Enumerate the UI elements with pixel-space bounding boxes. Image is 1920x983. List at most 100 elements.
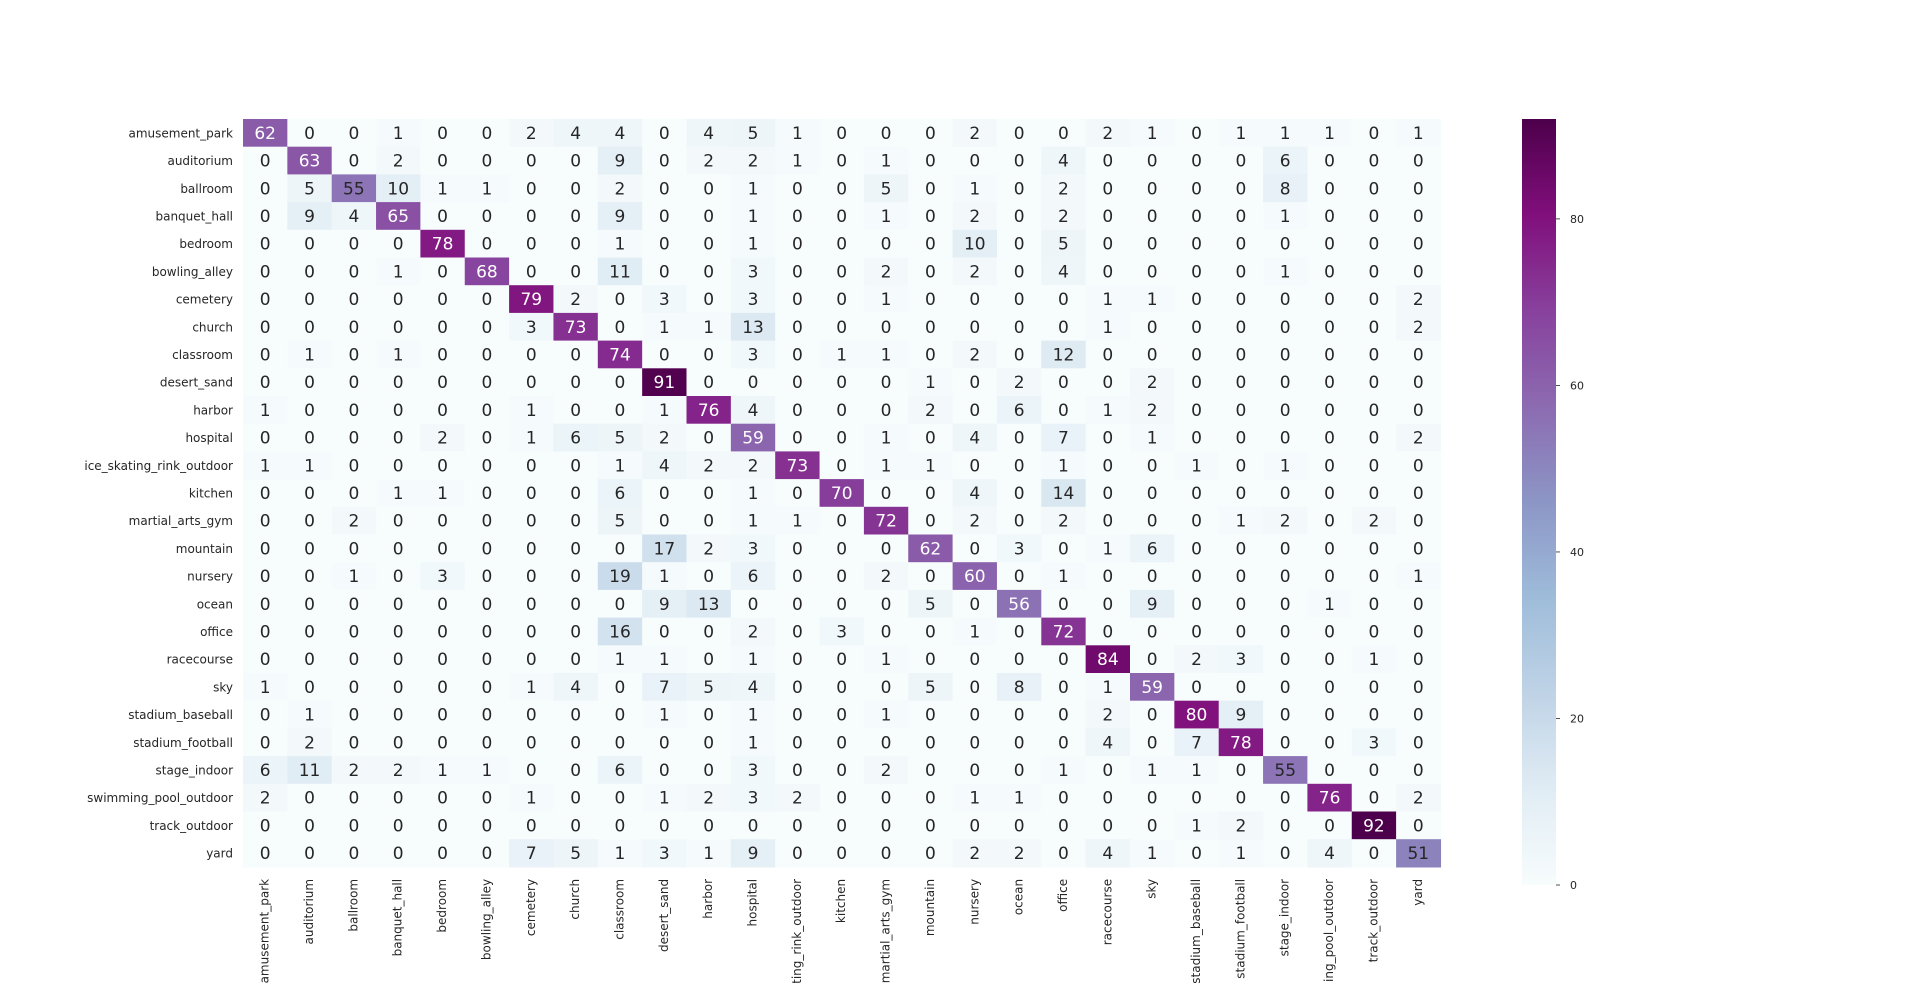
column-tick-label: track_outdoor	[1366, 879, 1380, 962]
heatmap-cell	[1263, 839, 1308, 868]
heatmap-cell	[1351, 451, 1397, 480]
heatmap-cell	[1130, 617, 1175, 646]
cell-value-label: 2	[1147, 401, 1158, 421]
heatmap-cell	[952, 700, 998, 729]
cell-value-label: 5	[615, 512, 626, 532]
cell-value-label: 10	[964, 235, 986, 255]
heatmap-cell	[863, 589, 909, 619]
heatmap-cell	[420, 756, 466, 785]
heatmap-cell	[1130, 396, 1175, 425]
cell-value-label: 0	[1102, 512, 1113, 532]
cell-value-label: 0	[925, 622, 936, 642]
colorbar-tick-label: 0	[1570, 879, 1577, 892]
cell-value-label: 0	[1014, 567, 1025, 587]
cell-value-label: 1	[437, 179, 448, 199]
heatmap-cell	[420, 423, 466, 452]
heatmap-cell	[1218, 119, 1264, 148]
row-tick-label: track_outdoor	[150, 819, 233, 833]
cell-value-label: 1	[881, 345, 892, 365]
row-tick-label: swimming_pool_outdoor	[87, 791, 233, 805]
column-tick-label: classroom	[612, 879, 626, 940]
cell-value-label: 1	[792, 512, 803, 532]
cell-value-label: 1	[1369, 650, 1380, 670]
heatmap-cell	[1263, 673, 1308, 702]
heatmap-cell	[686, 728, 732, 757]
heatmap-cell	[553, 811, 599, 840]
cell-value-label: 0	[703, 733, 714, 753]
cell-value-label: 9	[659, 595, 670, 615]
cell-value-label: 0	[260, 262, 271, 282]
heatmap-cell	[775, 562, 821, 591]
heatmap-cell	[1263, 312, 1308, 342]
heatmap-cell	[331, 368, 377, 397]
heatmap-cell	[1130, 119, 1175, 148]
cell-value-label: 3	[748, 290, 759, 310]
heatmap-cell	[952, 645, 998, 674]
cell-value-label: 0	[615, 789, 626, 809]
cell-value-label: 0	[703, 373, 714, 393]
heatmap-cell	[553, 562, 599, 591]
cell-value-label: 5	[881, 179, 892, 199]
cell-value-label: 0	[703, 484, 714, 504]
column-tick-label: bedroom	[435, 879, 449, 933]
heatmap-cell	[863, 617, 909, 646]
heatmap-cell	[686, 174, 732, 203]
cell-value-label: 0	[526, 539, 537, 559]
cell-value-label: 0	[393, 789, 404, 809]
heatmap-cell	[686, 839, 732, 868]
cell-value-label: 0	[437, 816, 448, 836]
heatmap-cell	[1351, 340, 1397, 369]
cell-value-label: 0	[1147, 622, 1158, 642]
cell-value-label: 0	[437, 456, 448, 476]
cell-value-label: 0	[1324, 539, 1335, 559]
cell-value-label: 1	[393, 262, 404, 282]
cell-value-label: 5	[748, 124, 759, 144]
cell-value-label: 0	[482, 401, 493, 421]
heatmap-cell	[597, 562, 643, 591]
heatmap-cell	[730, 673, 776, 702]
heatmap-cell	[908, 174, 954, 203]
heatmap-cell	[1041, 506, 1087, 536]
heatmap-cell	[686, 617, 732, 646]
cell-value-label: 0	[1235, 539, 1246, 559]
cell-value-label: 2	[703, 152, 714, 172]
cell-value-label: 2	[659, 429, 670, 449]
heatmap-cell	[553, 451, 599, 480]
cell-value-label: 0	[526, 816, 537, 836]
column-tick-label: martial_arts_gym	[879, 879, 893, 983]
heatmap-cell	[1085, 562, 1131, 591]
row-tick-label: classroom	[172, 348, 233, 362]
cell-value-label: 2	[1147, 373, 1158, 393]
heatmap-cell	[908, 839, 954, 868]
cell-value-label: 0	[393, 816, 404, 836]
cell-value-label: 0	[260, 539, 271, 559]
column-tick-label: office	[1056, 879, 1070, 912]
cell-value-label: 2	[1280, 512, 1291, 532]
cell-value-label: 0	[748, 373, 759, 393]
heatmap-cell	[376, 202, 421, 231]
heatmap-cell	[775, 506, 821, 536]
cell-value-label: 0	[703, 706, 714, 726]
cell-value-label: 0	[348, 678, 359, 698]
colorbar-tick-label: 80	[1570, 213, 1584, 226]
cell-value-label: 0	[881, 318, 892, 338]
cell-value-label: 0	[1147, 179, 1158, 199]
heatmap-cell	[1396, 368, 1442, 397]
cell-value-label: 68	[476, 262, 498, 282]
cell-value-label: 5	[703, 678, 714, 698]
cell-value-label: 0	[1147, 650, 1158, 670]
cell-value-label: 0	[393, 733, 404, 753]
heatmap-cell	[819, 174, 865, 203]
cell-value-label: 0	[836, 761, 847, 781]
cell-value-label: 0	[1102, 595, 1113, 615]
cell-value-label: 74	[609, 345, 631, 365]
cell-value-label: 56	[1008, 595, 1030, 615]
heatmap-cell	[730, 479, 776, 508]
cell-value-label: 0	[1147, 152, 1158, 172]
cell-value-label: 92	[1363, 816, 1385, 836]
heatmap-cell	[1085, 783, 1131, 813]
heatmap-cell	[1174, 451, 1220, 480]
heatmap-cell	[243, 202, 288, 231]
cell-value-label: 2	[925, 401, 936, 421]
cell-value-label: 0	[260, 207, 271, 227]
